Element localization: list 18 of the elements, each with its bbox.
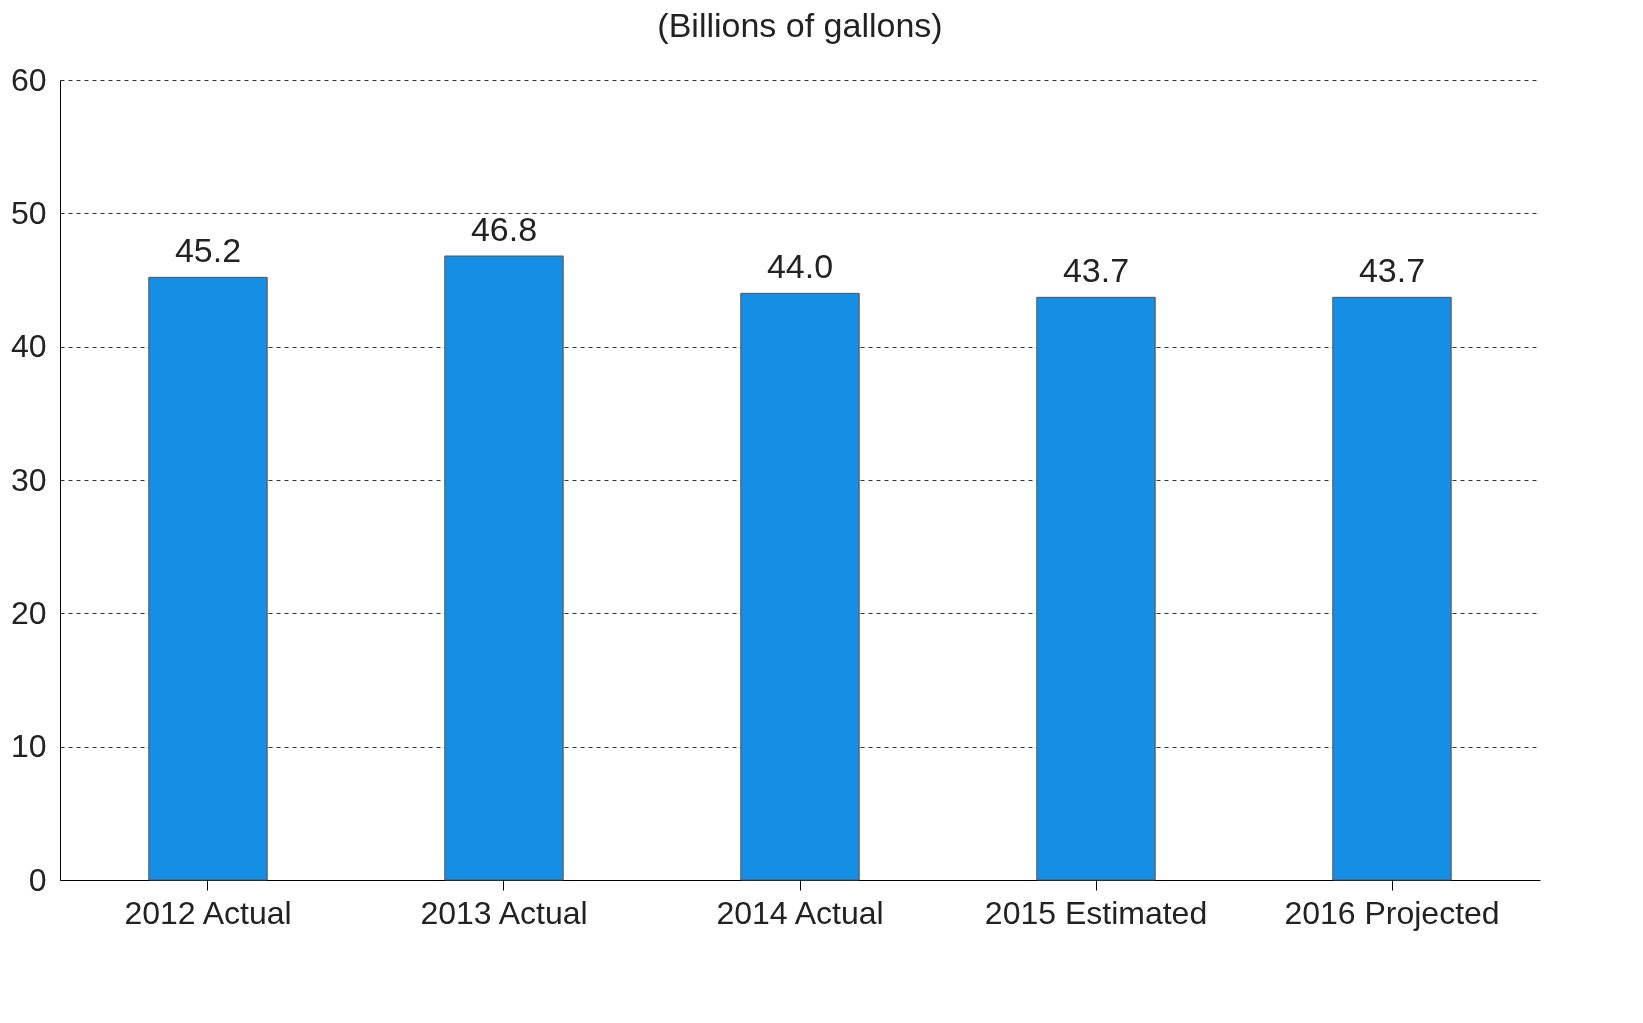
- data-label: 46.8: [470, 210, 538, 248]
- x-tick-label: 2014 Actual: [716, 894, 884, 931]
- y-tick-label: 60: [10, 61, 47, 98]
- chart-title: (Billions of gallons): [657, 6, 943, 44]
- x-tick-label: 2012 Actual: [124, 894, 292, 931]
- y-tick-label: 30: [10, 461, 47, 498]
- data-label: 43.7: [1358, 251, 1426, 290]
- data-label: 43.7: [1062, 251, 1130, 290]
- x-tick-label: 2015 Estimated: [984, 894, 1208, 931]
- data-label: 45.2: [174, 231, 242, 270]
- x-tick-label: 2013 Actual: [420, 894, 588, 931]
- y-tick-label: 40: [10, 328, 47, 365]
- x-tick-label: 2016 Projected: [1284, 894, 1500, 931]
- y-tick-label: 50: [10, 194, 47, 231]
- y-tick-label: 10: [10, 728, 47, 765]
- y-tick-label: 20: [10, 594, 47, 631]
- y-tick-label: 0: [28, 861, 47, 898]
- data-label: 44.0: [766, 247, 834, 286]
